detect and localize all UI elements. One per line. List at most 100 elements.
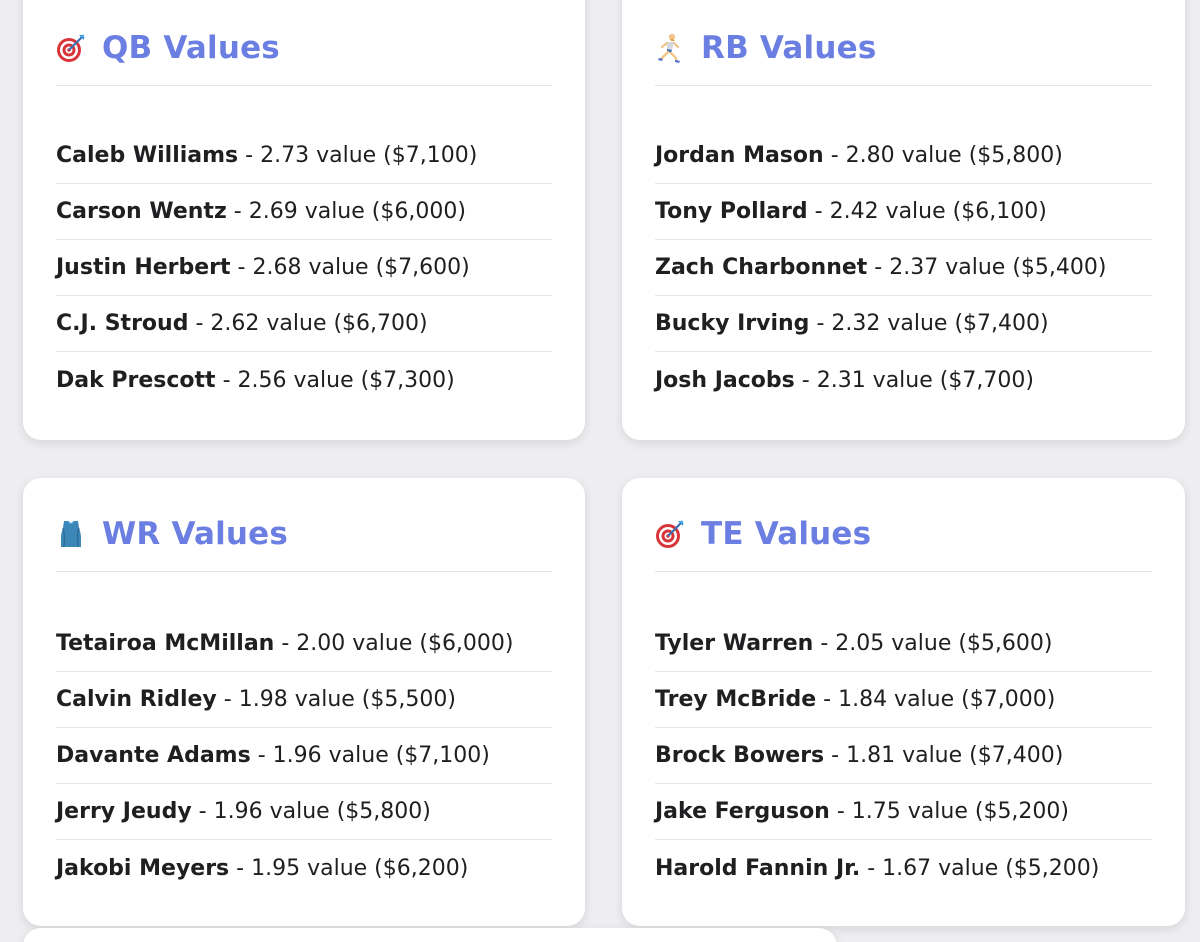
player-name: Jerry Jeudy	[56, 799, 192, 824]
separator: -	[823, 687, 832, 712]
player-value: 2.69 value ($6,000)	[248, 199, 466, 224]
player-name: Jake Ferguson	[655, 799, 830, 824]
separator: -	[801, 367, 810, 393]
player-value: 1.96 value ($7,100)	[272, 743, 490, 768]
separator: -	[830, 143, 839, 168]
separator: -	[245, 143, 254, 168]
player-value: 2.80 value ($5,800)	[845, 143, 1063, 168]
player-name: Dak Prescott	[56, 367, 216, 393]
separator: -	[223, 687, 232, 712]
card-title: TE Values	[701, 515, 872, 552]
card-title: WR Values	[102, 515, 289, 552]
player-name: Caleb Williams	[56, 143, 239, 168]
player-name: Davante Adams	[56, 743, 251, 768]
player-value: 2.05 value ($5,600)	[835, 631, 1053, 656]
qb-values-card: QB Values Caleb Williams - 2.73 value ($…	[23, 0, 585, 440]
separator: -	[237, 255, 246, 280]
player-value: 2.73 value ($7,100)	[260, 143, 478, 168]
te-values-card: TE Values Tyler Warren - 2.05 value ($5,…	[622, 478, 1185, 926]
dart-target-icon	[56, 33, 86, 63]
player-value: 2.68 value ($7,600)	[252, 255, 470, 280]
separator: -	[233, 199, 242, 224]
separator: -	[831, 743, 840, 768]
player-name: Jakobi Meyers	[56, 855, 230, 881]
player-row: Justin Herbert - 2.68 value ($7,600)	[56, 240, 552, 296]
player-row: Tyler Warren - 2.05 value ($5,600)	[655, 616, 1152, 672]
player-row: Trey McBride - 1.84 value ($7,000)	[655, 672, 1152, 728]
player-list: Tyler Warren - 2.05 value ($5,600) Trey …	[655, 616, 1152, 896]
runner-icon	[655, 33, 685, 63]
player-value: 2.32 value ($7,400)	[831, 311, 1049, 336]
card-title: RB Values	[701, 29, 877, 66]
separator: -	[222, 367, 231, 393]
wr-values-card: WR Values Tetairoa McMillan - 2.00 value…	[23, 478, 585, 926]
player-name: Brock Bowers	[655, 743, 825, 768]
separator: -	[820, 631, 829, 656]
player-row: Tetairoa McMillan - 2.00 value ($6,000)	[56, 616, 552, 672]
card-title: QB Values	[102, 29, 280, 66]
player-name: Zach Charbonnet	[655, 255, 868, 280]
next-card-partial	[23, 928, 837, 942]
player-row: C.J. Stroud - 2.62 value ($6,700)	[56, 296, 552, 352]
player-value: 1.75 value ($5,200)	[851, 799, 1070, 824]
player-row: Jerry Jeudy - 1.96 value ($5,800)	[56, 784, 552, 840]
player-name: Josh Jacobs	[655, 367, 795, 393]
player-name: Calvin Ridley	[56, 687, 217, 712]
player-row: Davante Adams - 1.96 value ($7,100)	[56, 728, 552, 784]
player-value: 1.96 value ($5,800)	[213, 799, 431, 824]
player-row: Calvin Ridley - 1.98 value ($5,500)	[56, 672, 552, 728]
player-value: 1.81 value ($7,400)	[846, 743, 1064, 768]
player-name: Tony Pollard	[655, 199, 808, 224]
player-value: 2.31 value ($7,700)	[816, 367, 1034, 393]
player-value: 2.37 value ($5,400)	[889, 255, 1107, 280]
player-row: Carson Wentz - 2.69 value ($6,000)	[56, 184, 552, 240]
player-value: 1.84 value ($7,000)	[838, 687, 1056, 712]
jersey-icon	[56, 519, 86, 549]
card-header: QB Values	[56, 0, 552, 86]
player-row: Jordan Mason - 2.80 value ($5,800)	[655, 128, 1152, 184]
player-name: Trey McBride	[655, 687, 817, 712]
dart-target-icon	[655, 519, 685, 549]
player-value: 2.42 value ($6,100)	[829, 199, 1047, 224]
player-row: Tony Pollard - 2.42 value ($6,100)	[655, 184, 1152, 240]
player-value: 1.98 value ($5,500)	[238, 687, 456, 712]
player-name: Harold Fannin Jr.	[655, 855, 861, 881]
separator: -	[874, 255, 883, 280]
card-header: WR Values	[56, 478, 552, 572]
player-row: Caleb Williams - 2.73 value ($7,100)	[56, 128, 552, 184]
player-name: Carson Wentz	[56, 199, 227, 224]
player-value: 1.67 value ($5,200)	[882, 855, 1100, 881]
separator: -	[867, 855, 876, 881]
player-row: Harold Fannin Jr. - 1.67 value ($5,200)	[655, 840, 1152, 896]
player-row: Jake Ferguson - 1.75 value ($5,200)	[655, 784, 1152, 840]
player-row: Bucky Irving - 2.32 value ($7,400)	[655, 296, 1152, 352]
player-value: 2.62 value ($6,700)	[210, 311, 428, 336]
player-name: Bucky Irving	[655, 311, 810, 336]
player-list: Jordan Mason - 2.80 value ($5,800) Tony …	[655, 128, 1152, 408]
player-list: Tetairoa McMillan - 2.00 value ($6,000) …	[56, 616, 552, 896]
player-row: Dak Prescott - 2.56 value ($7,300)	[56, 352, 552, 408]
player-name: Tyler Warren	[655, 631, 814, 656]
card-header: RB Values	[655, 0, 1152, 86]
player-row: Brock Bowers - 1.81 value ($7,400)	[655, 728, 1152, 784]
player-name: C.J. Stroud	[56, 311, 189, 336]
player-name: Jordan Mason	[655, 143, 824, 168]
separator: -	[816, 311, 825, 336]
player-value: 2.56 value ($7,300)	[237, 367, 455, 393]
separator: -	[198, 799, 207, 824]
player-row: Zach Charbonnet - 2.37 value ($5,400)	[655, 240, 1152, 296]
separator: -	[814, 199, 823, 224]
player-value: 1.95 value ($6,200)	[251, 855, 469, 881]
rb-values-card: RB Values Jordan Mason - 2.80 value ($5,…	[622, 0, 1185, 440]
separator: -	[836, 799, 845, 824]
separator: -	[281, 631, 290, 656]
player-row: Josh Jacobs - 2.31 value ($7,700)	[655, 352, 1152, 408]
player-name: Tetairoa McMillan	[56, 631, 275, 656]
player-value: 2.00 value ($6,000)	[296, 631, 514, 656]
player-name: Justin Herbert	[56, 255, 231, 280]
separator: -	[195, 311, 204, 336]
separator: -	[236, 855, 245, 881]
card-header: TE Values	[655, 478, 1152, 572]
separator: -	[257, 743, 266, 768]
